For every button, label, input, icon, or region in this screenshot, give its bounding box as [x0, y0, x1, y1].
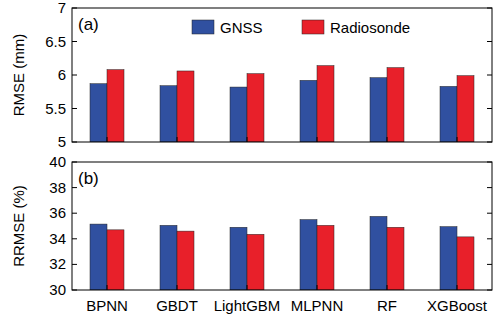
y-tick	[487, 108, 492, 109]
x-tick	[107, 285, 108, 290]
bar	[440, 86, 457, 142]
bar	[387, 227, 404, 290]
y-tick-label: 36	[49, 204, 66, 221]
bar	[90, 84, 107, 142]
y-tick	[487, 290, 492, 291]
x-tick	[107, 137, 108, 142]
bar	[247, 234, 264, 290]
bars	[90, 216, 474, 290]
bar	[107, 70, 124, 142]
y-tick-label: 32	[49, 255, 66, 272]
bar	[317, 66, 334, 142]
y-tick-label: 7	[58, 0, 66, 16]
chart: 55.566.57RMSE (mm)(a)GNSSRadiosonde30323…	[0, 0, 500, 335]
y-tick-label: 30	[49, 281, 66, 298]
panel: 5 5.5 6 6.5 7 RMSE (mm) (a) GNSS Radiosonde	[10, 0, 492, 150]
bar	[230, 227, 247, 290]
x-tick-label: XGBoost	[427, 297, 488, 314]
x-tick	[387, 137, 388, 142]
y-tick-label: 34	[49, 230, 66, 247]
y-tick	[487, 187, 492, 188]
y-tick	[72, 142, 77, 143]
y-tick	[487, 213, 492, 214]
panel-label: (b)	[78, 169, 99, 188]
y-tick	[487, 75, 492, 76]
y-tick	[72, 264, 77, 265]
x-tick	[247, 285, 248, 290]
y-tick-label: 6.5	[45, 33, 66, 50]
frame	[72, 162, 492, 290]
y-tick-label: 40	[49, 153, 66, 170]
x-tick-label: BPNN	[86, 297, 128, 314]
frame	[72, 8, 492, 142]
bar	[300, 80, 317, 142]
y-tick-label: 5	[58, 133, 66, 150]
y-tick	[487, 264, 492, 265]
bars	[90, 66, 474, 142]
x-tick	[387, 285, 388, 290]
x-tick	[247, 137, 248, 142]
bar	[177, 71, 194, 142]
y-tick	[487, 238, 492, 239]
bar	[230, 87, 247, 142]
y-tick	[72, 75, 77, 76]
bar	[440, 227, 457, 290]
bar	[160, 225, 177, 290]
bar	[300, 220, 317, 290]
y-tick	[72, 213, 77, 214]
legend-label: Radiosonde	[330, 19, 410, 36]
bar	[317, 225, 334, 290]
x-tick	[317, 285, 318, 290]
bar	[457, 76, 474, 142]
y-tick	[72, 162, 77, 163]
y-tick	[72, 41, 77, 42]
y-tick	[487, 162, 492, 163]
y-tick	[72, 187, 77, 188]
y-tick	[72, 8, 77, 9]
bar	[370, 78, 387, 142]
bar	[160, 86, 177, 142]
x-tick	[177, 137, 178, 142]
bar	[387, 68, 404, 142]
bar	[107, 230, 124, 290]
y-tick	[487, 41, 492, 42]
panel: 30 32 34 36 38 40 BPNN GBDT LightGBM MLPNN RF XGBoo…	[10, 153, 492, 314]
x-tick-label: GBDT	[156, 297, 198, 314]
y-tick	[72, 108, 77, 109]
y-tick	[72, 238, 77, 239]
bar	[247, 74, 264, 142]
y-tick	[487, 142, 492, 143]
panel-label: (a)	[78, 15, 99, 34]
bar	[177, 231, 194, 290]
legend-swatch	[302, 20, 324, 34]
x-tick	[457, 285, 458, 290]
legend: GNSS Radiosonde	[192, 19, 410, 36]
y-tick-label: 5.5	[45, 100, 66, 117]
x-tick	[317, 137, 318, 142]
x-tick-label: RF	[377, 297, 397, 314]
legend-swatch	[192, 20, 214, 34]
legend-label: GNSS	[220, 19, 263, 36]
x-tick-label: MLPNN	[291, 297, 344, 314]
x-tick-label: LightGBM	[214, 297, 281, 314]
bar	[457, 237, 474, 290]
bar	[370, 216, 387, 290]
y-tick-label: 6	[58, 66, 66, 83]
y-tick-label: 38	[49, 179, 66, 196]
y-tick	[487, 8, 492, 9]
bar	[90, 224, 107, 290]
y-axis-label: RMSE (mm)	[10, 34, 27, 117]
x-tick	[457, 137, 458, 142]
y-tick	[72, 290, 77, 291]
x-tick	[177, 285, 178, 290]
y-axis-label: RRMSE (%)	[10, 185, 27, 267]
